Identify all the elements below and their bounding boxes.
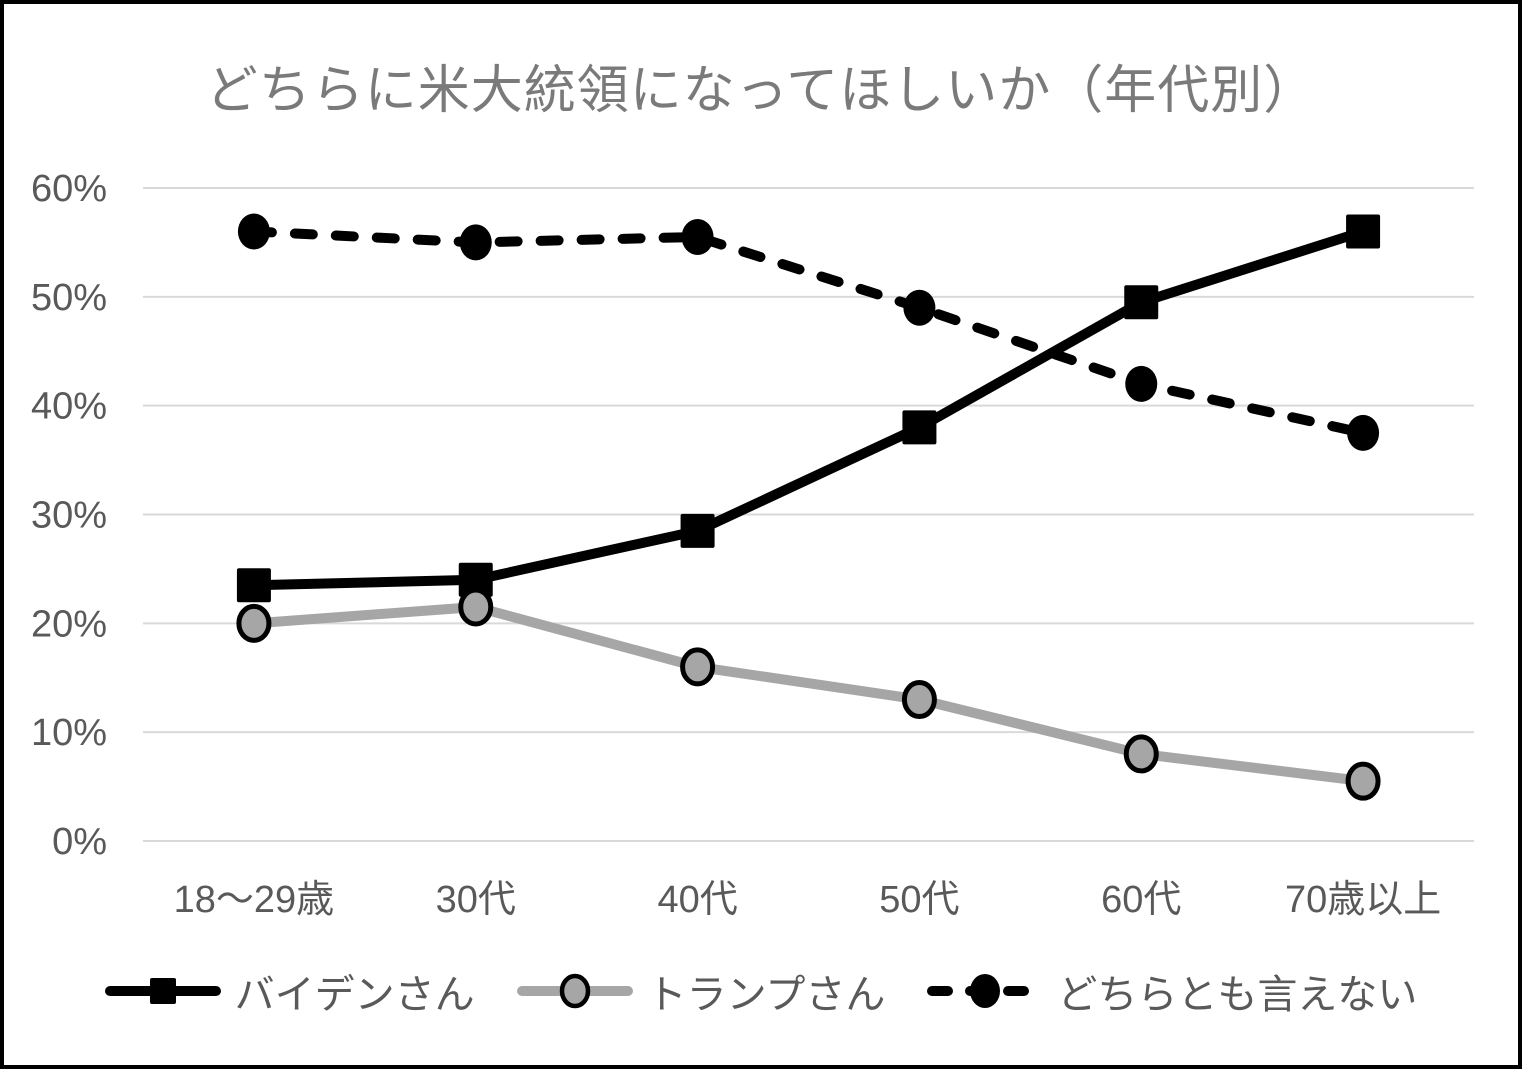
chart-title: どちらに米大統領になってほしいか（年代別）	[205, 62, 1317, 120]
y-axis-tick-label: 20%	[31, 603, 107, 645]
y-axis-tick-label: 40%	[31, 386, 107, 428]
series-marker-circle	[901, 680, 937, 720]
series-marker-circle	[459, 224, 492, 261]
series-marker-circle	[903, 289, 936, 326]
series-marker-square	[1346, 214, 1381, 249]
series-line	[248, 226, 1369, 591]
x-axis-category-label: 30代	[436, 879, 516, 921]
gray-circle-series-icon	[516, 973, 633, 1009]
series-marker-circle	[1123, 734, 1159, 774]
x-axis-category-label: 40代	[657, 879, 737, 921]
series-marker-circle	[681, 218, 714, 255]
legend-label-biden: バイデンさん	[234, 973, 475, 1017]
legend-label-neither: どちらとも言えない	[1057, 973, 1418, 1017]
y-axis-tick-label: 60%	[31, 168, 107, 210]
series-marker-square	[902, 410, 937, 445]
x-axis-category-label: 70歳以上	[1285, 879, 1441, 921]
series-marker-square	[458, 562, 493, 597]
x-axis-category-label: 18〜29歳	[174, 879, 335, 921]
series-marker-circle	[237, 213, 270, 250]
legend-item-biden: バイデンさん	[104, 962, 475, 1020]
series-marker-circle	[236, 603, 272, 643]
series-line	[248, 226, 1369, 438]
series-marker-square	[680, 513, 715, 548]
series-line	[248, 602, 1369, 787]
y-axis-tick-label: 0%	[52, 821, 107, 863]
black-square-series-icon	[104, 978, 221, 1004]
legend-label-trump: トランプさん	[646, 973, 886, 1017]
series-marker-circle	[1125, 365, 1158, 402]
series-marker-square	[1124, 285, 1159, 320]
chart-legend: バイデンさん トランプさん どちらとも言えない	[4, 962, 1518, 1020]
y-axis-tick-label: 30%	[31, 495, 107, 537]
black-dashed-circle-series-icon	[927, 974, 1044, 1008]
y-axis-tick-label: 10%	[31, 712, 107, 754]
series-marker-circle	[1345, 761, 1381, 801]
line-chart-plot: 0% 10% 20% 30% 40% 50% 60% 18〜29歳 30代 40代 50代 60代 70…	[31, 168, 1474, 921]
y-axis-tick-label: 50%	[31, 277, 107, 319]
series-marker-circle	[458, 587, 494, 627]
x-axis-category-label: 60代	[1101, 879, 1181, 921]
x-axis-category-label: 50代	[879, 879, 959, 921]
legend-item-trump: トランプさん	[516, 962, 886, 1020]
series-marker-circle	[680, 647, 716, 687]
series-marker-square	[236, 568, 271, 603]
legend-item-neither: どちらとも言えない	[927, 962, 1417, 1020]
series-marker-circle	[1347, 414, 1380, 451]
